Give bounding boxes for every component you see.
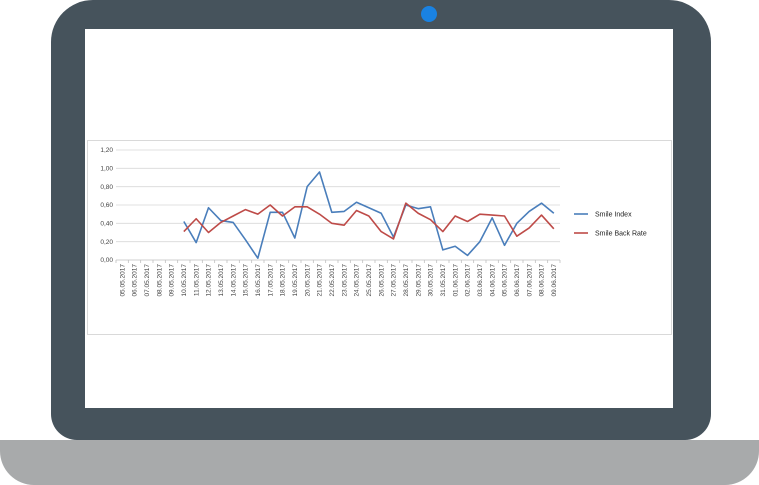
y-tick-label: 0,80 xyxy=(100,184,113,191)
x-tick-label: 07.06.2017 xyxy=(526,264,533,297)
x-tick-label: 11.05.2017 xyxy=(193,264,200,296)
x-tick-label: 24.05.2017 xyxy=(354,264,361,297)
y-tick-label: 0,60 xyxy=(100,202,113,209)
x-tick-label: 14.05.2017 xyxy=(230,264,237,297)
x-tick-label: 04.06.2017 xyxy=(489,264,496,297)
y-tick-label: 1,00 xyxy=(100,166,113,173)
x-tick-label: 10.05.2017 xyxy=(181,264,188,297)
x-tick-label: 20.05.2017 xyxy=(304,264,311,297)
chart-canvas: 0,00 0,20 0,40 0,60 0,80 1,00 1,20 05.05.2017 06… xyxy=(100,147,647,297)
x-tick-label: 29.05.2017 xyxy=(415,264,422,297)
x-tick-label: 02.06.2017 xyxy=(465,264,472,297)
y-tick-label: 1,20 xyxy=(100,147,113,154)
x-tick-label: 25.05.2017 xyxy=(366,264,373,297)
webcam-icon xyxy=(421,6,437,22)
x-tick-label: 30.05.2017 xyxy=(428,264,435,297)
series-line-2 xyxy=(183,202,555,240)
x-tick-label: 22.05.2017 xyxy=(329,264,336,297)
x-tick-label: 26.05.2017 xyxy=(378,264,385,297)
line-chart: 0,00 0,20 0,40 0,60 0,80 1,00 1,20 05.05.2017 06… xyxy=(87,140,672,335)
y-tick-label: 0,40 xyxy=(100,221,113,228)
x-tick-label: 06.06.2017 xyxy=(514,264,521,297)
legend-label-1: Smile Index xyxy=(595,211,632,218)
x-tick-label: 01.06.2017 xyxy=(452,264,459,297)
x-tick-label: 12.05.2017 xyxy=(206,264,213,297)
x-tick-label: 03.06.2017 xyxy=(477,264,484,297)
x-tick-label: 28.05.2017 xyxy=(403,264,410,297)
x-tick-label: 16.05.2017 xyxy=(255,264,262,297)
x-tick-label: 06.05.2017 xyxy=(132,264,139,297)
x-tick-label: 23.05.2017 xyxy=(341,264,348,297)
x-tick-label: 08.06.2017 xyxy=(539,264,546,297)
x-tick-label: 15.05.2017 xyxy=(243,264,250,297)
x-tick-label: 21.05.2017 xyxy=(317,264,324,297)
y-tick-label: 0,00 xyxy=(100,257,113,264)
x-tick-label: 31.05.2017 xyxy=(440,264,447,297)
x-tick-label: 09.05.2017 xyxy=(169,264,176,297)
x-tick-label: 09.06.2017 xyxy=(551,264,558,297)
x-tick-label: 07.05.2017 xyxy=(144,264,151,297)
x-tick-label: 08.05.2017 xyxy=(156,264,163,297)
laptop-base xyxy=(0,440,759,485)
laptop-screen: 0,00 0,20 0,40 0,60 0,80 1,00 1,20 05.05.2017 06… xyxy=(85,29,673,408)
x-tick-label: 05.05.2017 xyxy=(119,264,126,297)
x-tick-label: 13.05.2017 xyxy=(218,264,225,297)
x-tick-label: 18.05.2017 xyxy=(280,264,287,297)
x-tick-label: 17.05.2017 xyxy=(267,264,274,297)
x-tick-label: 27.05.2017 xyxy=(391,264,398,297)
legend-label-2: Smile Back Rate xyxy=(595,230,647,237)
y-tick-label: 0,20 xyxy=(100,239,113,246)
x-tick-label: 19.05.2017 xyxy=(292,264,299,297)
series-line-1 xyxy=(183,171,555,259)
x-tick-label: 05.06.2017 xyxy=(502,264,509,297)
